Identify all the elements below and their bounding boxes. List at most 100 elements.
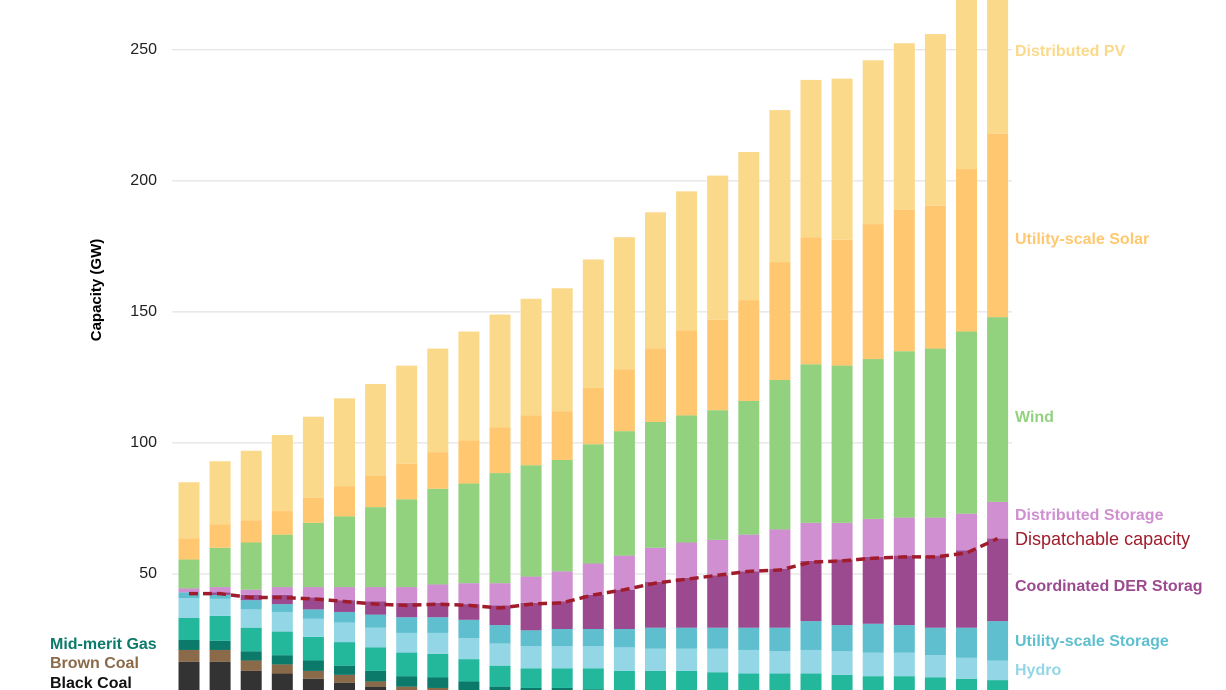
bar-segment	[707, 672, 729, 690]
bar-segment	[582, 387, 604, 445]
bar-segment	[613, 647, 635, 671]
bar-segment	[302, 497, 324, 523]
bar-segment	[769, 673, 791, 690]
bar-segment	[613, 431, 635, 556]
bar-segment	[645, 581, 666, 628]
bar-segment	[334, 587, 355, 601]
bar-segment	[582, 594, 604, 629]
bar-segment	[396, 499, 418, 588]
bar-segment	[396, 587, 418, 603]
bar-segment	[334, 398, 355, 487]
bar-segment	[334, 611, 355, 623]
bar-segment	[520, 687, 542, 690]
bar-segment	[302, 636, 324, 661]
bar-segment	[613, 628, 635, 648]
bar-segment	[956, 331, 977, 514]
bar-segment	[302, 522, 324, 588]
bar-segment	[178, 538, 200, 560]
bar-segment	[924, 205, 946, 349]
bar-segment	[365, 383, 387, 476]
bar-segment	[240, 660, 262, 671]
bar-segment	[334, 682, 355, 690]
bar-segment	[178, 661, 200, 690]
bar-segment	[862, 623, 884, 653]
bar-segment	[676, 577, 698, 628]
bar-segment	[645, 212, 666, 349]
bar-segment	[956, 0, 977, 170]
bar-segment	[738, 534, 760, 572]
bar-segment	[178, 640, 200, 650]
bar-segment	[924, 655, 946, 678]
series-label: Mid-merit Gas	[50, 636, 157, 653]
bar-segment	[613, 237, 635, 370]
bar-segment	[613, 670, 635, 690]
bar-segment	[271, 673, 293, 690]
bar-segment	[831, 559, 853, 626]
bar-segment	[893, 555, 915, 626]
bar-segment	[209, 461, 231, 525]
bar-segment	[209, 524, 231, 548]
bar-segment	[178, 482, 200, 539]
bar-segment	[520, 646, 542, 669]
bar-segment	[956, 627, 977, 658]
bar-segment	[707, 627, 729, 649]
bar-segment	[458, 483, 480, 584]
line-label: Dispatchable capacity	[1015, 529, 1190, 549]
bar-segment	[551, 687, 573, 690]
bar-segment	[924, 677, 946, 690]
bar-segment	[862, 224, 884, 360]
bar-segment	[862, 676, 884, 690]
bar-segment	[520, 668, 542, 688]
bar-segment	[924, 348, 946, 518]
bar-segment	[582, 563, 604, 595]
bar-segment	[769, 568, 791, 628]
bar-segment	[365, 587, 387, 602]
bar-segment	[334, 486, 355, 517]
bar-segment	[489, 665, 511, 687]
bar-segment	[645, 648, 666, 671]
bar-segment	[458, 583, 480, 605]
bar-segment	[334, 642, 355, 666]
bar-segment	[302, 587, 324, 598]
bar-segment	[769, 627, 791, 652]
series-label: Black Coal	[50, 675, 132, 690]
bar-segment	[956, 550, 977, 628]
bar-segment	[271, 534, 293, 588]
bar-segment	[240, 600, 262, 610]
bar-segment	[302, 660, 324, 671]
bar-segment	[427, 653, 449, 678]
y-axis-label: Capacity (GW)	[88, 239, 105, 342]
bar-segment	[738, 649, 760, 674]
bar-segment	[427, 348, 449, 453]
bar-segment	[676, 627, 698, 649]
bar-segment	[987, 538, 1009, 622]
bar-segment	[427, 602, 449, 618]
dispatchable-line	[189, 536, 999, 610]
bar-segment	[489, 427, 511, 474]
bar-segment	[551, 411, 573, 460]
bar-segment	[551, 646, 573, 669]
bar-segment	[178, 559, 200, 589]
bar-segment	[551, 601, 573, 629]
bar-segment	[800, 621, 822, 650]
bar-segment	[862, 652, 884, 677]
bar-segment	[240, 651, 262, 661]
bar-segment	[956, 513, 977, 551]
bar-segment	[800, 79, 822, 238]
series-label: Utility-scale Storage	[1015, 633, 1169, 650]
bar-segment	[334, 674, 355, 683]
bar-segment	[831, 674, 853, 690]
bar-segment	[489, 643, 511, 666]
bar-segment	[178, 617, 200, 641]
bar-segment	[800, 237, 822, 365]
bar-segment	[862, 518, 884, 557]
bar-segment	[738, 627, 760, 650]
bar-segment	[365, 627, 387, 648]
bar-segment	[240, 589, 262, 595]
y-tick-label: 250	[130, 41, 157, 58]
bar-segment	[396, 632, 418, 653]
bar-segment	[240, 627, 262, 652]
bar-segment	[862, 60, 884, 225]
bar-segment	[613, 589, 635, 629]
bar-segment	[271, 604, 293, 612]
